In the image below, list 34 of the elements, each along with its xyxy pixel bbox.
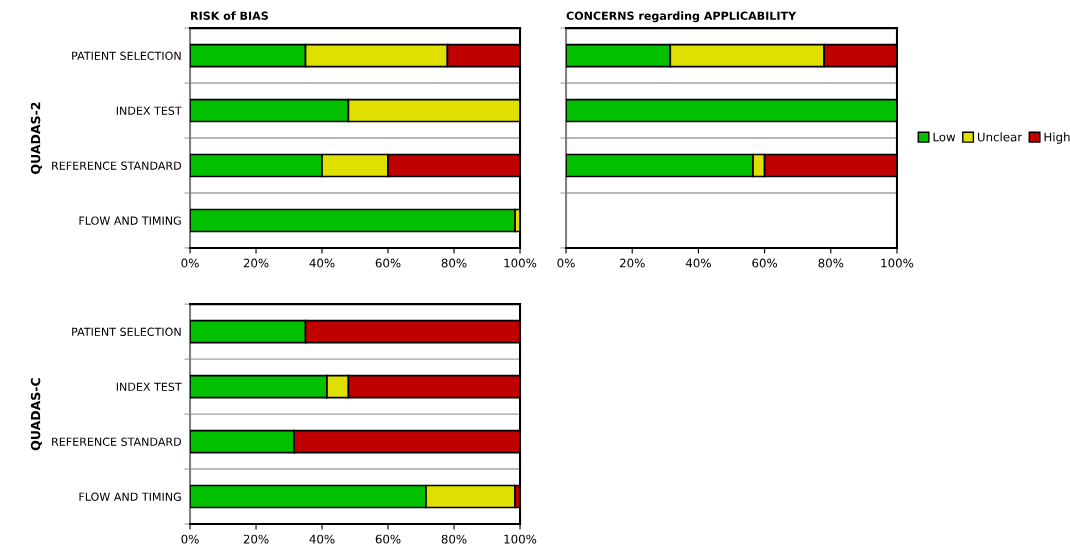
x-tick-label: 40% xyxy=(309,534,335,544)
y-tick-label: INDEX TEST xyxy=(116,382,182,391)
x-tick-label: 0% xyxy=(181,258,199,268)
x-tick-label: 60% xyxy=(375,258,401,268)
y-tick-label: REFERENCE STANDARD xyxy=(52,161,182,170)
x-tick-label: 20% xyxy=(619,258,645,268)
chart-title: CONCERNS regarding APPLICABILITY xyxy=(566,11,797,23)
y-axis-title: QUADAS-C xyxy=(30,378,42,451)
y-tick-label: FLOW AND TIMING xyxy=(79,216,181,225)
x-tick-label: 40% xyxy=(685,258,711,268)
y-axis-title: QUADAS-2 xyxy=(30,102,42,174)
y-tick-label: REFERENCE STANDARD xyxy=(52,437,182,446)
y-tick-label: PATIENT SELECTION xyxy=(72,51,181,60)
y-tick-label: INDEX TEST xyxy=(116,106,182,115)
bar xyxy=(190,208,516,233)
x-tick-label: 40% xyxy=(309,258,335,268)
y-tick-label: PATIENT SELECTION xyxy=(72,327,181,337)
legend-label: Low xyxy=(933,132,956,142)
x-tick-label: 60% xyxy=(375,534,401,544)
x-tick-label: 100% xyxy=(504,534,537,544)
x-tick-label: 80% xyxy=(818,258,844,268)
x-tick-label: 0% xyxy=(557,258,575,268)
x-tick-label: 80% xyxy=(441,534,467,544)
x-tick-label: 20% xyxy=(243,534,269,544)
legend-label: Unclear xyxy=(977,132,1023,142)
x-tick-label: 100% xyxy=(881,258,914,268)
x-tick-label: 100% xyxy=(504,258,537,268)
chart-title: RISK of BIAS xyxy=(191,11,268,20)
x-tick-label: 60% xyxy=(752,258,778,268)
x-tick-label: 20% xyxy=(243,258,269,268)
y-tick-label: FLOW AND TIMING xyxy=(79,492,181,501)
x-tick-label: 0% xyxy=(181,534,199,544)
x-tick-label: 80% xyxy=(441,258,467,268)
legend-label: High xyxy=(1044,132,1070,144)
